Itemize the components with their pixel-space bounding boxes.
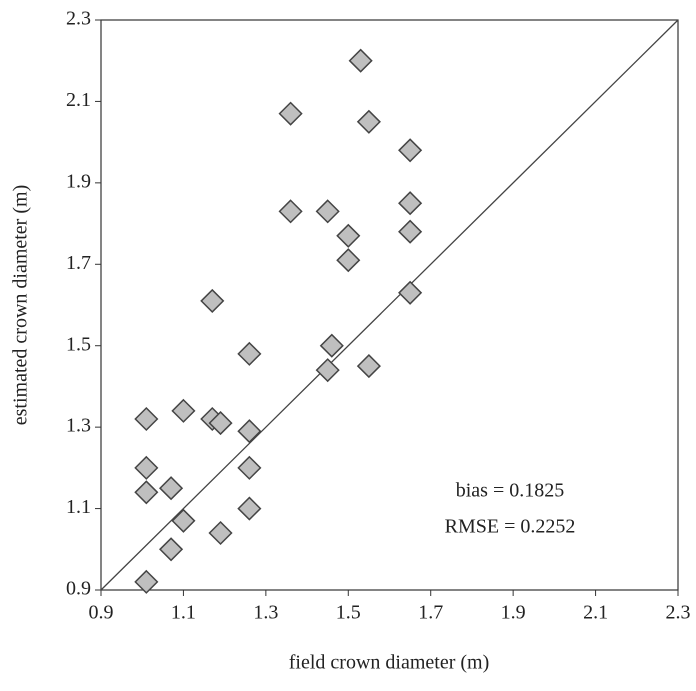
y-axis-label: estimated crown diameter (m) [10, 185, 32, 425]
y-tick-label: 1.3 [66, 415, 91, 437]
y-tick-label: 2.3 [66, 8, 91, 30]
point [237, 496, 262, 521]
point [134, 406, 159, 432]
y-tick-label: 2.1 [66, 89, 91, 111]
x-axis-label: field crown diameter (m) [289, 652, 489, 674]
point [398, 138, 423, 163]
point [398, 191, 423, 216]
x-tick-label: 1.5 [336, 602, 361, 624]
point [171, 398, 196, 423]
point [200, 288, 225, 313]
y-tick-label: 0.9 [66, 578, 91, 600]
point [278, 199, 303, 224]
point [134, 480, 159, 505]
point [356, 109, 381, 134]
x-tick-label: 1.9 [501, 602, 526, 624]
point [319, 333, 344, 358]
point [356, 354, 381, 379]
x-tick-label: 1.1 [171, 602, 196, 624]
point [208, 520, 233, 546]
point [159, 537, 184, 562]
x-tick-label: 0.9 [89, 602, 114, 624]
y-tick-label: 1.7 [66, 252, 91, 274]
point [237, 419, 262, 444]
annotation: RMSE = 0.2252 [445, 516, 576, 538]
annotation: bias = 0.1825 [456, 480, 565, 502]
point [208, 411, 233, 436]
point [237, 455, 262, 480]
y-tick-label: 1.1 [66, 496, 91, 518]
y-tick-label: 1.5 [66, 333, 91, 355]
point [237, 341, 262, 366]
point [134, 455, 159, 480]
x-tick-label: 2.1 [583, 602, 608, 624]
point [398, 219, 423, 244]
y-tick-label: 1.9 [66, 170, 91, 192]
x-tick-label: 1.3 [253, 602, 278, 624]
point [171, 508, 196, 533]
point [159, 476, 184, 501]
point [336, 248, 361, 273]
one-to-one-line [100, 19, 679, 591]
point [315, 358, 340, 383]
point [315, 199, 340, 224]
point [398, 280, 423, 305]
x-tick-label: 2.3 [666, 602, 691, 624]
point [134, 569, 159, 594]
plot-frame [100, 19, 679, 591]
point [278, 101, 303, 126]
point [348, 48, 373, 73]
point [336, 223, 361, 248]
x-tick-label: 1.7 [418, 602, 443, 624]
